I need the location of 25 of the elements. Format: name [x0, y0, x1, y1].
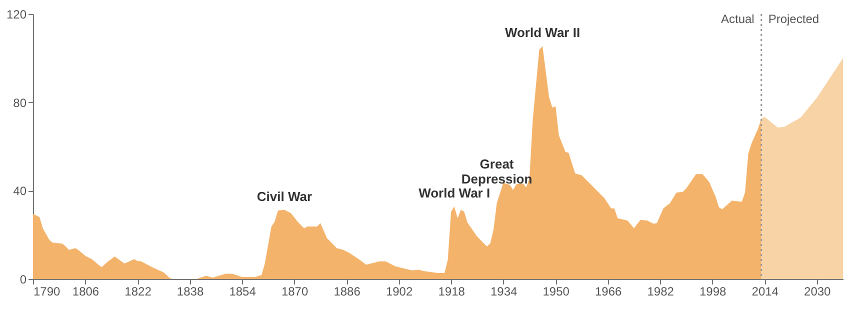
x-tick-label: 1902	[386, 284, 413, 298]
x-tick-label: 1886	[334, 284, 361, 298]
x-tick-label: 1838	[176, 284, 204, 298]
y-tick-label: 40	[13, 184, 27, 198]
x-tick-label: 1790	[34, 284, 61, 298]
annotation: Civil War	[256, 188, 312, 204]
x-tick-label: 2030	[804, 284, 832, 298]
annotation: Projected	[768, 12, 820, 26]
x-tick-label: 1806	[72, 284, 100, 298]
x-tick-label: 2014	[752, 284, 779, 298]
y-tick-label: 120	[6, 8, 27, 22]
x-tick-label: 1870	[281, 284, 308, 298]
x-tick-label: 1998	[700, 284, 727, 298]
x-tick-label: 1950	[542, 284, 570, 298]
x-tick-label: 1918	[438, 284, 466, 298]
x-tick-label: 1934	[490, 284, 518, 298]
x-tick-label: 1854	[229, 284, 256, 298]
x-tick-label: 1966	[594, 284, 622, 298]
annotation: World War I	[418, 186, 490, 201]
annotation: Actual	[720, 12, 754, 26]
x-tick-label: 1982	[647, 284, 674, 298]
y-tick-label: 0	[20, 272, 27, 286]
annotation: World War II	[504, 25, 580, 40]
x-tick-label: 1822	[124, 284, 152, 298]
y-tick-label: 80	[13, 96, 27, 110]
